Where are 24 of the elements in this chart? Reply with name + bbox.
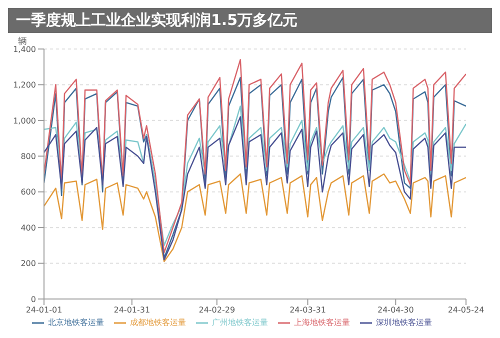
y-tick-label: 400 <box>20 223 36 232</box>
x-tick-label: 24-02-29 <box>198 306 236 315</box>
legend-label: 深圳地铁客运量 <box>376 318 432 328</box>
y-tick-label: 200 <box>20 259 36 268</box>
x-tick-label: 24-05-24 <box>448 306 484 315</box>
x-tick-label: 24-04-30 <box>378 306 414 315</box>
legend-label: 上海地铁客运量 <box>294 318 350 328</box>
x-tick-label: 24-03-31 <box>290 306 326 315</box>
y-tick-label: 1,000 <box>13 116 36 126</box>
y-tick-label: 800 <box>20 152 36 161</box>
line-series <box>44 173 466 262</box>
y-tick-label: 1,200 <box>13 80 36 90</box>
y-tick-label: 600 <box>20 188 36 197</box>
x-tick-label: 24-01-01 <box>26 306 62 315</box>
legend-label: 广州地铁客运量 <box>212 318 268 328</box>
line-series <box>44 105 466 246</box>
chart-title: 一季度规上工业企业实现利润1.5万多亿元 <box>8 8 492 33</box>
y-tick-label: 0 <box>30 294 36 304</box>
y-tick-label: 1,400 <box>13 44 36 54</box>
legend-label: 北京地铁客运量 <box>48 318 104 328</box>
y-axis-title: 辆 <box>18 36 27 47</box>
x-tick-label: 24-01-31 <box>114 306 150 315</box>
legend-label: 成都地铁客运量 <box>130 318 186 328</box>
line-series <box>44 116 466 260</box>
